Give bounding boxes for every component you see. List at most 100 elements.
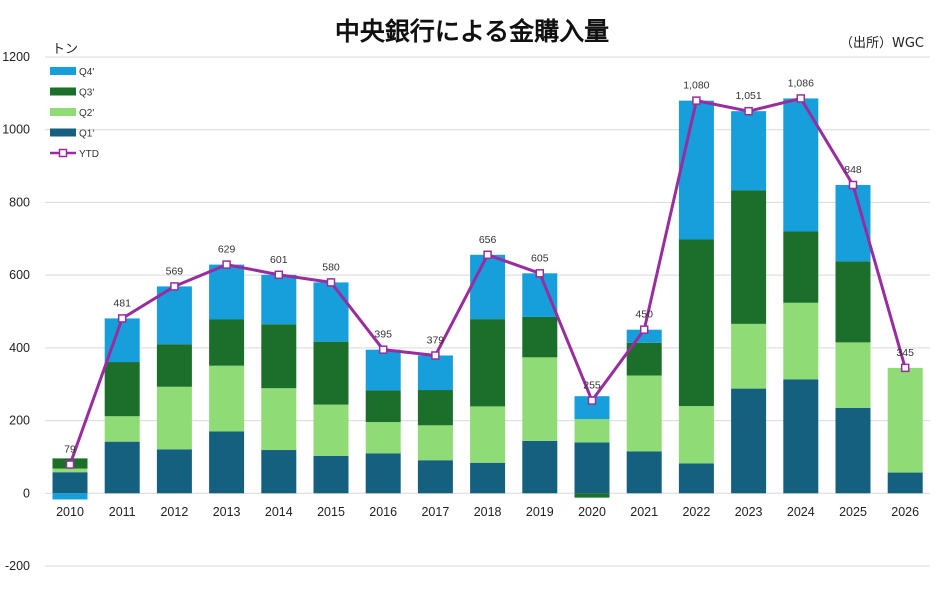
legend-label: Q3' [79,88,94,99]
x-tick-label: 2011 [109,505,136,519]
bar-segment [365,349,401,391]
ytd-point [692,96,701,105]
bar-segment [887,367,923,473]
bar-segment [417,390,453,426]
ytd-data-label: 605 [531,252,549,264]
bar-segment [470,319,506,407]
bar-segment [731,190,767,324]
legend-label: YTD [79,149,99,160]
legend-swatch [50,67,76,75]
bar-segment [417,425,453,461]
x-tick-label: 2012 [160,505,188,519]
bar-segment [209,365,245,432]
bar-segment [261,450,297,494]
bar-segment [104,362,140,417]
legend-label: Q2' [79,108,94,119]
y-tick-label: 600 [9,268,30,282]
ytd-data-label: 481 [113,297,131,309]
ytd-point [587,396,597,405]
bar-segment [261,274,297,325]
bar-segment [209,431,245,494]
ytd-point [378,345,388,354]
ytd-point [744,106,753,116]
bar-segment [417,355,453,391]
x-tick-label: 2026 [891,505,919,519]
bar-segment [731,111,767,191]
x-tick-label: 2010 [56,505,84,519]
x-tick-label: 2022 [682,505,710,519]
bar-segment [731,323,767,389]
bar-segment [783,379,819,494]
bar-segment [678,239,714,407]
bar-segment [731,388,767,494]
ytd-point [639,325,649,334]
bar-segment [678,100,714,240]
y-axis-ticks: -200 0 200 400 600 800 1000 1200 [2,50,30,573]
bar-segment [835,261,871,343]
x-tick-label: 2019 [526,505,554,519]
bar-segment [626,451,662,494]
y-tick-label: 200 [9,414,30,428]
y-tick-label: -200 [5,559,30,573]
bar-segment [574,442,610,494]
bar-segment [522,273,558,317]
ytd-point [431,351,440,360]
y-tick-label: 400 [9,341,30,355]
ytd-point [170,282,179,291]
ytd-line [65,94,910,469]
chart-source: （出所）WGC [840,36,924,51]
bar-segment [365,422,401,454]
bar-segment [783,231,819,303]
ytd-point [900,363,910,373]
x-axis-ticks: 2010 2011 2012 2013 2014 2015 2016 2017 2018 2019… [56,505,919,519]
bar-segment [574,396,610,420]
bar-segment [835,342,871,408]
bar-segment [835,407,871,494]
bar-segment [104,441,140,494]
bar-segment [156,344,192,387]
x-tick-label: 2025 [839,505,867,519]
ytd-point [222,260,231,269]
ytd-data-label: 601 [270,254,288,266]
y-axis-unit: トン [52,42,78,57]
x-tick-label: 2018 [474,505,502,519]
y-tick-label: 1000 [2,123,30,137]
x-tick-label: 2023 [735,505,763,519]
ytd-data-label: 656 [479,234,497,246]
ytd-point [483,250,492,260]
legend-swatch [50,108,76,116]
ytd-data-label: 848 [844,164,862,176]
legend-label: Q1' [79,129,94,140]
bar-segment [574,493,610,498]
legend-swatch [50,87,76,96]
bar-segment [313,282,349,342]
y-tick-label: 1200 [2,50,30,64]
x-tick-label: 2014 [265,505,293,519]
bar-segment [470,254,506,320]
bar-segment [156,386,192,450]
ytd-data-label: 345 [896,347,914,359]
bar-segment [261,388,297,451]
bar-segment [626,342,662,376]
bar-segment [209,319,245,366]
bar-segment [313,404,349,456]
legend-marker [58,148,68,158]
x-tick-label: 2013 [213,505,241,519]
bar-segment [470,406,506,463]
bar-segment [313,455,349,494]
bars [52,98,923,500]
ytd-data-label: 580 [322,261,340,273]
bar-segment [156,286,192,345]
ytd-point [65,460,75,469]
bar-segment [313,341,349,405]
bar-segment [209,264,245,320]
ytd-data-label: 255 [583,380,601,392]
bar-segment [52,493,88,500]
legend: Q4' Q3' Q2' Q1' YTD [50,67,99,160]
bar-segment [52,468,88,473]
x-tick-label: 2021 [630,505,658,519]
bar-segment [365,390,401,423]
chart-title: 中央銀行による金購入量 [335,17,609,46]
bar-segment [417,460,453,494]
